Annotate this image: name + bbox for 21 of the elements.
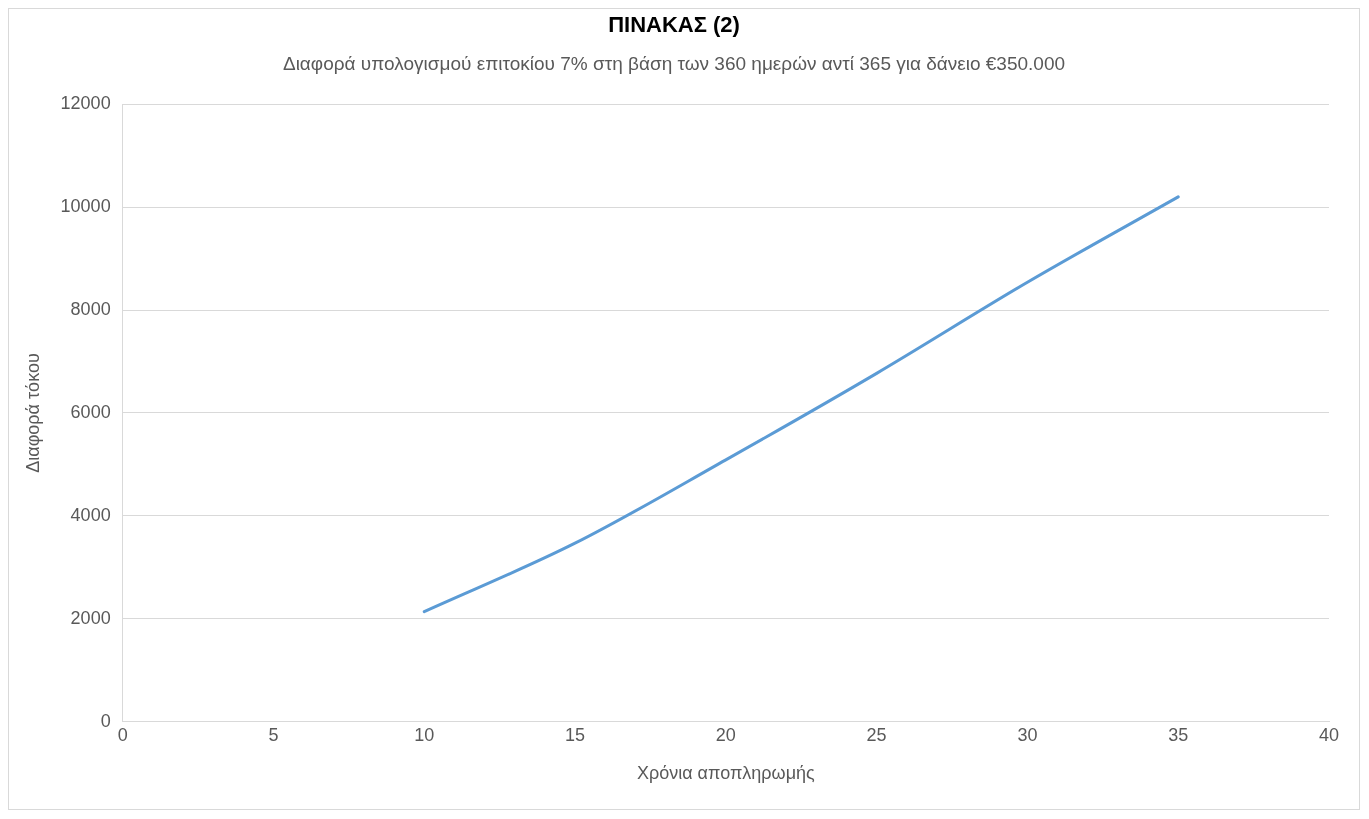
x-tick-label: 35 [1168, 724, 1189, 745]
y-tick-label: 4000 [70, 504, 111, 525]
x-tick-label: 25 [866, 724, 887, 745]
x-tick-label: 5 [268, 724, 279, 745]
x-tick-label: 40 [1318, 724, 1340, 745]
y-tick-label: 10000 [60, 196, 111, 217]
x-tick-label: 0 [117, 724, 128, 745]
y-tick-label: 0 [100, 710, 111, 731]
chart-subtitle: Διαφορά υπολογισμού επιτοκίου 7% στη βάση των 360 ημερών αντί 365 για δάνειο €350.000 [282, 53, 1066, 75]
x-tick-label: 20 [715, 724, 736, 745]
x-axis-title: Χρόνια αποπληρωμής [636, 763, 816, 784]
x-tick-label: 10 [414, 724, 435, 745]
y-axis-title: Διαφορά τόκου [22, 353, 43, 473]
y-tick-label: 8000 [70, 299, 111, 320]
line-series [422, 195, 1180, 614]
x-tick-label: 15 [565, 724, 586, 745]
y-tick-label: 2000 [70, 607, 111, 628]
x-tick-label: 30 [1017, 724, 1038, 745]
chart-title: ΠΙΝΑΚΑΣ (2) [608, 12, 740, 38]
y-tick-label: 6000 [70, 401, 111, 422]
y-tick-label: 12000 [60, 93, 111, 114]
